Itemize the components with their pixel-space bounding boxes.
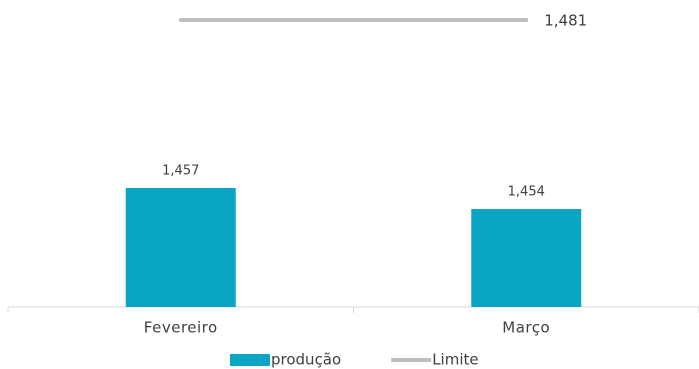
bar (125, 188, 236, 307)
data-label: 1,454 (508, 185, 545, 200)
x-tick-label: Março (502, 319, 550, 337)
data-label: 1,481 (544, 12, 587, 30)
legend-swatch (230, 354, 270, 366)
legend-label: Limite (432, 351, 478, 369)
x-tick-label: Fevereiro (144, 319, 218, 337)
legend-label: produção (271, 351, 341, 369)
data-label: 1,457 (162, 164, 199, 179)
bar (471, 209, 582, 307)
